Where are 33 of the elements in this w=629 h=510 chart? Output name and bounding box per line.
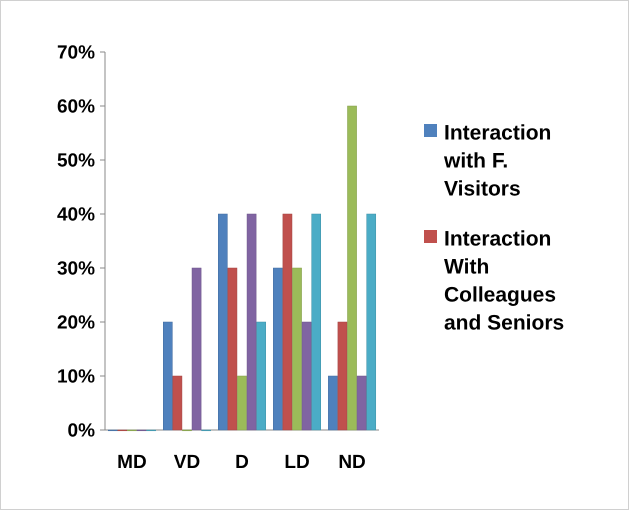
y-tick-label: 50% <box>56 150 96 172</box>
y-tick-label: 30% <box>56 258 96 280</box>
y-tick-label: 20% <box>56 312 96 334</box>
y-tick-label: 40% <box>56 204 96 226</box>
x-tick-label: VD <box>174 452 200 473</box>
legend-label: Interaction With Colleagues and Seniors <box>444 227 564 334</box>
bar <box>228 268 238 430</box>
bar <box>292 268 302 430</box>
bar <box>328 376 338 430</box>
y-tick-label: 10% <box>56 366 96 388</box>
y-tick-label: 70% <box>56 42 96 64</box>
bar <box>282 214 292 430</box>
bar <box>163 322 173 430</box>
bar <box>347 106 357 430</box>
x-tick-label: LD <box>284 452 310 473</box>
bar <box>273 268 283 430</box>
x-tick-label: ND <box>338 452 366 473</box>
bar <box>302 322 312 430</box>
bar <box>338 322 348 430</box>
bar <box>366 214 376 430</box>
x-tick-label: D <box>235 452 249 473</box>
bar <box>172 376 182 430</box>
bar <box>192 268 202 430</box>
bar <box>218 214 228 430</box>
y-tick-label: 60% <box>56 96 96 118</box>
legend-label: Interaction with F. Visitors <box>443 121 552 200</box>
y-tick-label: 0% <box>68 420 96 442</box>
x-tick-label: MD <box>117 452 147 473</box>
bar <box>246 214 256 430</box>
bar <box>311 214 321 430</box>
bar <box>256 322 266 430</box>
bar <box>237 376 247 430</box>
bar <box>356 376 366 430</box>
